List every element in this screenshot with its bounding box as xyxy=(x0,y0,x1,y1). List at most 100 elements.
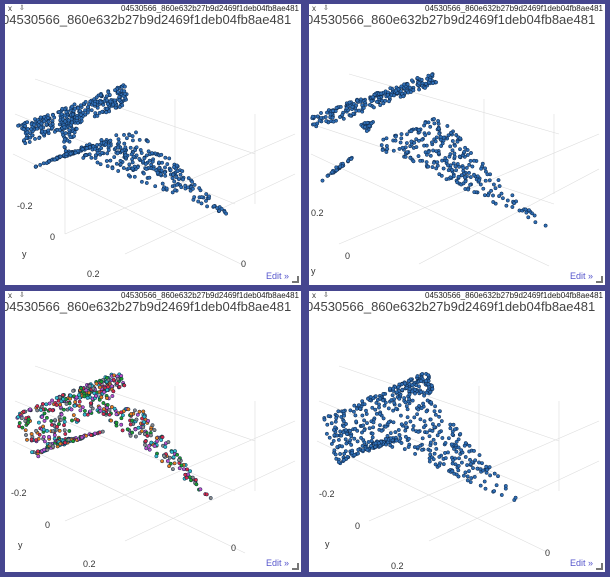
point xyxy=(152,428,157,433)
point xyxy=(389,398,394,403)
point xyxy=(98,408,103,413)
point xyxy=(360,430,364,435)
point xyxy=(331,427,336,432)
point xyxy=(431,160,436,165)
point xyxy=(430,387,435,391)
point xyxy=(157,165,162,170)
point xyxy=(62,423,66,428)
point xyxy=(119,410,124,415)
point xyxy=(429,400,434,405)
point xyxy=(134,130,138,135)
edit-link[interactable]: Edit » xyxy=(569,271,593,281)
point xyxy=(154,454,159,459)
point xyxy=(524,210,529,215)
point xyxy=(355,98,360,103)
point xyxy=(179,185,184,190)
point xyxy=(193,477,198,482)
point xyxy=(422,419,427,424)
point xyxy=(109,405,114,409)
point xyxy=(173,188,178,193)
point xyxy=(192,195,197,200)
close-icon[interactable]: x xyxy=(8,291,12,300)
pin-icon[interactable]: ⇩ xyxy=(323,5,329,12)
point xyxy=(136,425,141,430)
resize-handle-icon[interactable] xyxy=(292,563,299,570)
point xyxy=(344,106,349,111)
point xyxy=(166,440,171,445)
point xyxy=(423,379,428,383)
point xyxy=(421,425,426,430)
point xyxy=(33,136,37,141)
panel-toolbar: x ⇩ 04530566_860e632b27b9d2469f1deb04fb8… xyxy=(309,291,605,302)
point xyxy=(419,379,424,383)
edit-link[interactable]: Edit » xyxy=(265,558,289,568)
edit-link[interactable]: Edit » xyxy=(569,558,593,568)
point xyxy=(115,381,120,386)
point xyxy=(417,87,422,92)
close-icon[interactable]: x xyxy=(8,4,12,13)
plot-title: 04530566_860e632b27b9d2469f1deb04fb8ae48… xyxy=(309,299,596,314)
point xyxy=(344,441,349,446)
point xyxy=(341,458,346,463)
resize-handle-icon[interactable] xyxy=(596,276,603,283)
pin-icon[interactable]: ⇩ xyxy=(19,5,25,12)
point xyxy=(387,99,391,104)
point xyxy=(429,140,434,145)
point xyxy=(373,407,378,412)
point xyxy=(57,415,62,420)
point xyxy=(37,432,42,437)
point xyxy=(465,478,470,483)
point xyxy=(451,458,455,463)
point xyxy=(436,126,441,131)
point xyxy=(373,394,378,399)
point xyxy=(399,422,404,427)
resize-handle-icon[interactable] xyxy=(596,563,603,570)
point xyxy=(130,430,135,435)
edit-link[interactable]: Edit » xyxy=(265,271,289,281)
point-cloud-plot[interactable]: -0.2 0 0.2 0 y xyxy=(5,4,301,285)
plot-panel-4: x ⇩ 04530566_860e632b27b9d2469f1deb04fb8… xyxy=(309,291,605,572)
point xyxy=(322,417,327,422)
point xyxy=(352,453,357,457)
point xyxy=(137,137,142,142)
point xyxy=(105,151,110,156)
point xyxy=(320,178,325,183)
point xyxy=(405,150,410,155)
point-cloud-plot[interactable]: -0.2 0 0.2 0 y xyxy=(5,291,301,572)
point xyxy=(17,421,22,425)
point xyxy=(147,447,152,452)
point xyxy=(411,159,416,164)
point xyxy=(440,436,445,440)
point xyxy=(44,122,49,127)
point xyxy=(117,140,122,145)
point-cloud-plot[interactable]: -0.2 0 0.2 0 y xyxy=(309,291,605,572)
point xyxy=(450,139,455,143)
close-icon[interactable]: x xyxy=(312,4,316,13)
point xyxy=(423,120,428,125)
close-icon[interactable]: x xyxy=(312,291,316,300)
tick-label: 0 xyxy=(241,259,246,269)
point xyxy=(51,444,55,449)
point xyxy=(471,466,475,471)
point xyxy=(310,114,315,119)
point xyxy=(428,78,432,82)
plot-title: 04530566_860e632b27b9d2469f1deb04fb8ae48… xyxy=(5,299,292,314)
point xyxy=(329,421,334,426)
point xyxy=(62,137,67,142)
point xyxy=(27,140,32,144)
point xyxy=(170,190,175,195)
point xyxy=(59,412,64,417)
point-cloud xyxy=(322,371,518,502)
point-cloud-plot[interactable]: 0.2 0 y xyxy=(309,4,605,285)
pin-icon[interactable]: ⇩ xyxy=(19,292,25,299)
point xyxy=(50,408,55,413)
point xyxy=(451,161,456,166)
point xyxy=(19,416,24,421)
point xyxy=(362,428,367,433)
point xyxy=(379,143,384,148)
pin-icon[interactable]: ⇩ xyxy=(323,292,329,299)
point xyxy=(114,412,119,417)
point xyxy=(416,127,421,132)
resize-handle-icon[interactable] xyxy=(292,276,299,283)
point xyxy=(75,418,80,423)
